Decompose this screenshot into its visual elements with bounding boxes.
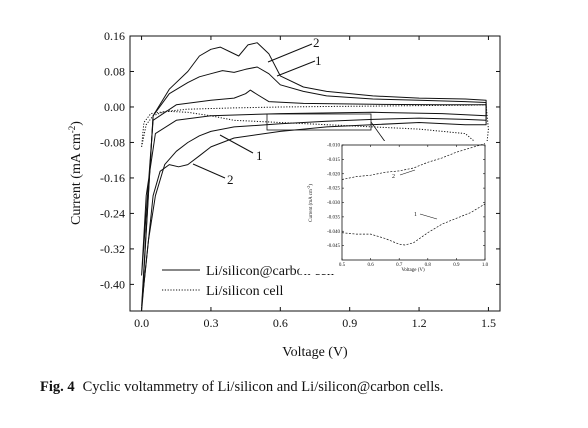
series-line-3: [141, 89, 487, 276]
legend-label-silicon: Li/silicon cell: [206, 284, 283, 299]
inset-y-tick-label: -0.045: [327, 244, 340, 249]
inset-y-axis-title: Current (mA cm-2): [306, 184, 314, 222]
series-line-2: [141, 66, 487, 307]
inset-annotation-2: 2: [392, 174, 395, 180]
inset-y-tick-label: -0.025: [327, 187, 340, 192]
annotation-2-top: 2: [313, 35, 320, 50]
figure-caption-text: Cyclic voltammetry of Li/silicon and Li/…: [82, 379, 444, 395]
x-tick-label: 1.2: [412, 316, 427, 330]
y-axis-title-close: ): [69, 121, 84, 126]
x-tick-label: 0.0: [134, 316, 149, 330]
inset-y-tick-label: -0.010: [327, 144, 340, 149]
zoom-connector-line: [370, 121, 387, 144]
x-tick-label: 0.6: [273, 316, 288, 330]
y-axis-title-sup: -2: [67, 126, 77, 134]
y-tick-label: 0.16: [104, 29, 125, 43]
inset-series-line-2: [341, 203, 486, 246]
inset-y-tick-label: -0.030: [327, 201, 340, 206]
y-axis-title-main: Current (mA cm: [69, 133, 84, 225]
inset-series-line-1: [341, 143, 486, 180]
inset-y-tick-label: -0.040: [327, 230, 340, 235]
main-ticks: 0.0 0.3 0.6 0.9 1.2 1.5 0.16 0.08 0.00 -0.08 -0.16…: [100, 29, 500, 330]
inset-annotation-arrow-2: [399, 169, 416, 176]
inset-y-tick-label: -0.035: [327, 215, 340, 220]
plot-frame: [129, 35, 501, 312]
x-axis-title: Voltage (V): [282, 345, 348, 360]
inset: 0.5 0.6 0.7 0.8 0.9 1.0 -0.010 -0.015 -0.020 -0.0…: [300, 141, 495, 274]
y-tick-label: -0.24: [100, 206, 125, 220]
x-tick-label: 0.3: [203, 316, 218, 330]
annotation-arrow-1-top: [276, 60, 316, 77]
inset-y-axis-title-main: Current (mA cm: [309, 189, 314, 222]
inset-x-tick-label: 0.8: [425, 263, 432, 268]
inset-background: [300, 141, 495, 274]
inset-x-axis-title: Voltage (V): [401, 268, 425, 273]
annotation-1-bottom: 1: [256, 148, 263, 163]
annotation-arrow-2-bottom: [192, 163, 226, 179]
inset-annotation-1: 1: [414, 212, 417, 218]
inset-y-axis-title-sup: -2: [306, 186, 311, 189]
inset-x-tick-label: 1.0: [482, 263, 489, 268]
inset-series: [341, 143, 486, 246]
y-tick-label: 0.00: [104, 100, 125, 114]
y-axis-title: Current (mA cm-2): [67, 121, 84, 225]
x-tick-label: 1.5: [481, 316, 496, 330]
figure-caption: Fig. 4 Cyclic voltammetry of Li/silicon a…: [40, 379, 444, 396]
y-tick-label: 0.08: [104, 64, 125, 78]
y-tick-label: -0.40: [100, 277, 125, 291]
inset-x-tick-label: 0.7: [396, 263, 403, 268]
y-tick-label: -0.32: [100, 242, 125, 256]
figure-caption-label: Fig. 4: [40, 379, 75, 395]
inset-x-tick-label: 0.5: [339, 263, 346, 268]
annotation-arrow-2-top: [267, 43, 313, 63]
inset-y-tick-label: -0.020: [327, 172, 340, 177]
annotation-1-top: 1: [315, 53, 322, 68]
series-line-1: [141, 42, 487, 312]
inset-x-tick-label: 0.6: [367, 263, 374, 268]
inset-annotation-arrow-1: [419, 213, 438, 220]
inset-ticks: 0.5 0.6 0.7 0.8 0.9 1.0 -0.010 -0.015 -0.020 -0.0…: [327, 144, 489, 269]
annotation-arrow-1-bottom: [219, 134, 254, 154]
inset-x-tick-label: 0.9: [453, 263, 460, 268]
inset-y-tick-label: -0.015: [327, 158, 340, 163]
y-tick-label: -0.08: [100, 135, 125, 149]
annotation-2-bottom: 2: [227, 172, 234, 187]
y-tick-label: -0.16: [100, 171, 125, 185]
inset-y-axis-title-close: ): [309, 184, 314, 186]
x-tick-label: 0.9: [342, 316, 357, 330]
